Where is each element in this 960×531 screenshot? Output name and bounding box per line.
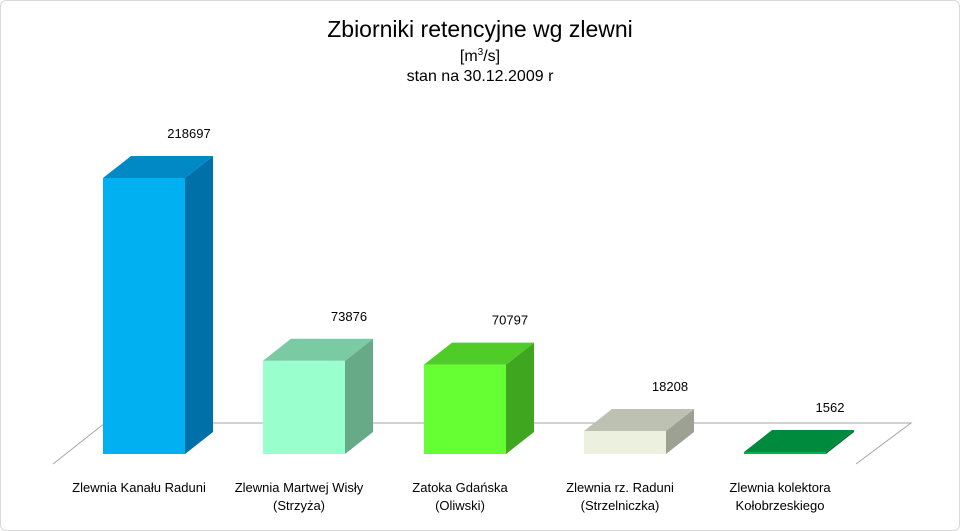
bar-side-5 [826, 430, 854, 454]
bar-3 [424, 342, 534, 454]
bar-4 [584, 409, 694, 454]
bar-5 [744, 430, 854, 454]
bar-front-1 [103, 178, 185, 454]
data-label-3: 70797 [492, 313, 528, 328]
data-label-2: 73876 [331, 309, 367, 324]
bar-side-4 [666, 409, 694, 454]
bar-top-4 [584, 409, 694, 432]
category-label-4-2: (Strzelniczka) [581, 498, 660, 513]
unit-before: [m [460, 48, 478, 65]
labels-group: 218697 Zlewnia Kanału Raduni 73876 Zlewnia … [72, 126, 844, 513]
bars-group [103, 156, 854, 454]
category-label-1-1: Zlewnia Kanału Raduni [72, 480, 206, 495]
data-label-1: 218697 [167, 126, 210, 141]
bar-1 [103, 156, 213, 454]
chart-subtitle: stan na 30.12.2009 r [407, 68, 554, 85]
data-label-4: 18208 [652, 379, 688, 394]
bar-2 [263, 338, 373, 454]
bar-front-4 [584, 431, 666, 454]
category-label-3-1: Zatoka Gdańska [412, 480, 508, 495]
bar-top-2 [263, 338, 373, 361]
category-label-2-2: (Strzyża) [273, 498, 325, 513]
category-label-5-1: Zlewnia kolektora [729, 480, 831, 495]
unit-sup: 3 [478, 47, 484, 58]
data-label-5: 1562 [816, 400, 845, 415]
bar-side-1 [185, 156, 213, 454]
chart-title: Zbiorniki retencyjne wg zlewni [327, 16, 633, 42]
bar-front-3 [424, 364, 506, 454]
bar-front-2 [263, 360, 345, 454]
category-label-4-1: Zlewnia rz. Raduni [566, 480, 674, 495]
chart-unit: [m3/s] [460, 47, 500, 65]
category-label-2-1: Zlewnia Martwej Wisły [235, 480, 364, 495]
bar-side-3 [506, 342, 534, 454]
category-label-5-2: Kołobrzeskiego [736, 498, 825, 513]
bar-top-1 [103, 156, 213, 178]
bar-top-3 [424, 342, 534, 365]
unit-after: /s] [483, 48, 500, 65]
category-label-3-2: (Oliwski) [435, 498, 485, 513]
bar-front-5 [744, 452, 826, 454]
bar-side-2 [345, 338, 373, 454]
bar-top-5 [744, 430, 854, 453]
